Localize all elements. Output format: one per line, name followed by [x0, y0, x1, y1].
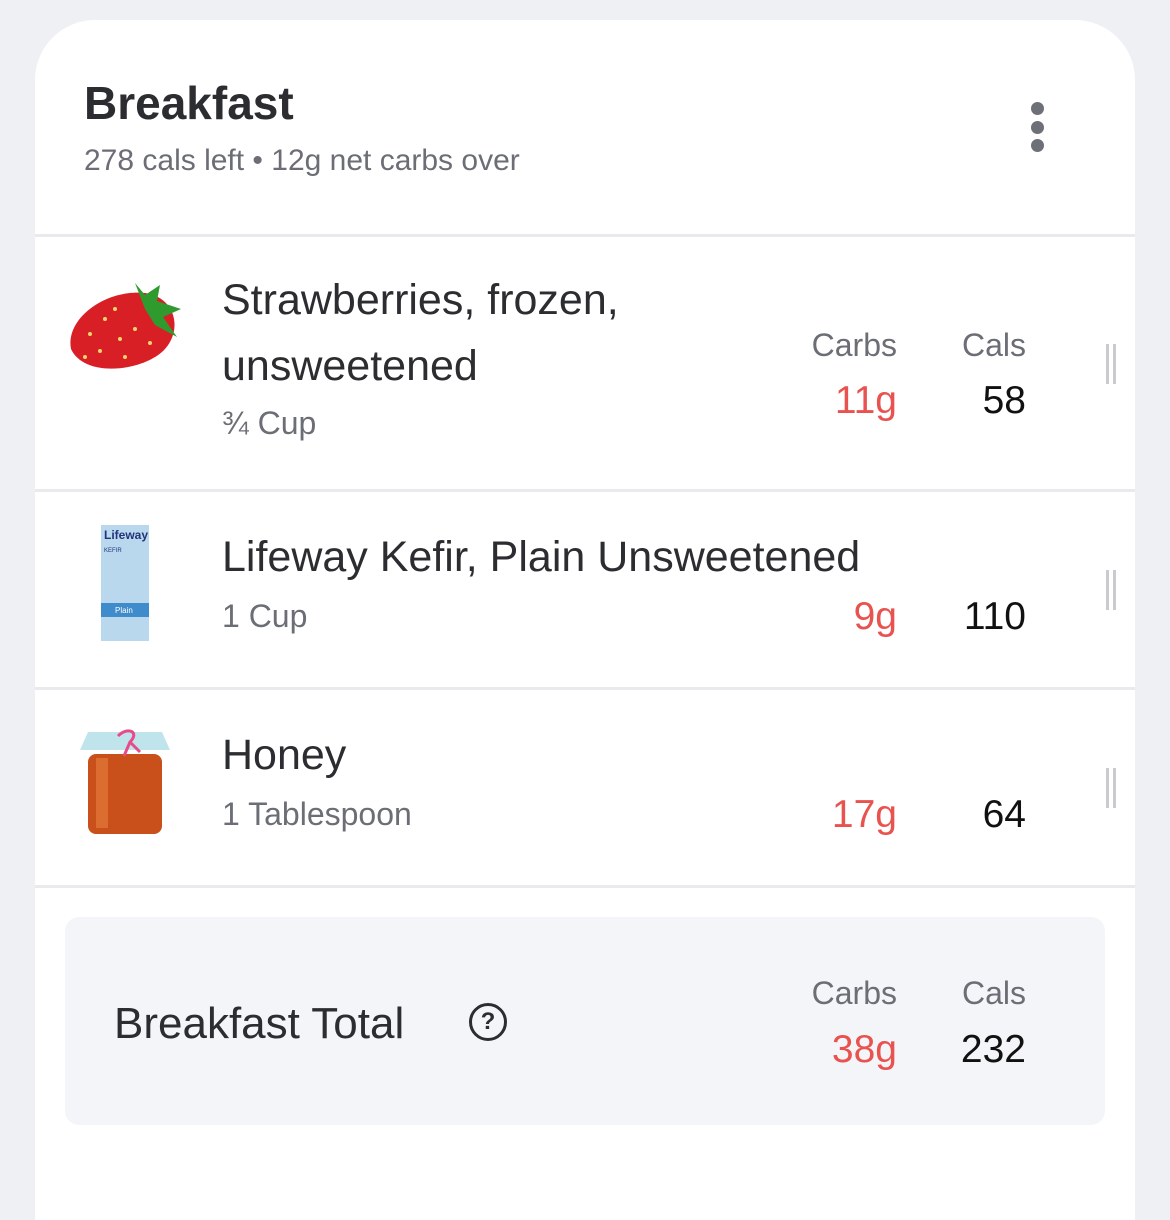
food-serving: 1 Cup: [222, 598, 308, 634]
meal-header: Breakfast 278 cals left • 12g net carbs …: [35, 20, 1135, 237]
food-cals: 64: [982, 793, 1026, 836]
meal-summary: 278 cals left • 12g net carbs over: [84, 144, 520, 177]
food-serving: 1 Tablespoon: [222, 796, 412, 832]
food-item-kefir[interactable]: Lifeway KEFIR Plain Lifeway Kefir, Plain…: [35, 492, 1135, 690]
food-name: Strawberries, frozen,: [222, 276, 619, 324]
kefir-carton-image: Lifeway KEFIR Plain: [101, 525, 149, 641]
food-name-cont: unsweetened: [222, 342, 478, 390]
food-carbs: 11g: [834, 379, 897, 422]
food-cals: 110: [963, 595, 1026, 638]
food-name: Honey: [222, 731, 347, 779]
total-label: Breakfast Total: [114, 999, 405, 1048]
svg-text:KEFIR: KEFIR: [104, 548, 122, 554]
drag-handle-icon[interactable]: [1106, 344, 1116, 384]
meal-card: Breakfast 278 cals left • 12g net carbs …: [35, 20, 1135, 1220]
food-item-strawberries[interactable]: Strawberries, frozen, unsweetened ¾ Cup …: [35, 237, 1135, 492]
drag-handle-icon[interactable]: [1106, 768, 1116, 808]
help-icon[interactable]: ?: [469, 1003, 507, 1041]
cals-label: Cals: [961, 327, 1026, 363]
carbs-label: Carbs: [811, 975, 897, 1011]
svg-text:Plain: Plain: [115, 606, 133, 615]
food-serving: ¾ Cup: [222, 405, 317, 441]
food-carbs: 17g: [831, 793, 897, 836]
carbs-label: Carbs: [811, 327, 897, 363]
food-carbs: 9g: [853, 595, 897, 638]
more-vertical-icon[interactable]: [1025, 102, 1049, 152]
meal-title: Breakfast: [84, 77, 294, 129]
svg-text:Lifeway: Lifeway: [104, 528, 148, 542]
honey-jar-image: [80, 729, 170, 834]
drag-handle-icon[interactable]: [1106, 570, 1116, 610]
strawberry-image: [70, 283, 181, 369]
total-cals: 232: [960, 1028, 1026, 1071]
food-name: Lifeway Kefir, Plain Unsweetened: [222, 533, 861, 581]
total-carbs: 38g: [831, 1028, 897, 1071]
meal-total: Breakfast Total ? Carbs Cals 38g 232: [65, 917, 1105, 1125]
food-cals: 58: [982, 379, 1026, 422]
cals-label: Cals: [961, 975, 1026, 1011]
food-item-honey[interactable]: Honey 1 Tablespoon 17g 64: [35, 690, 1135, 888]
